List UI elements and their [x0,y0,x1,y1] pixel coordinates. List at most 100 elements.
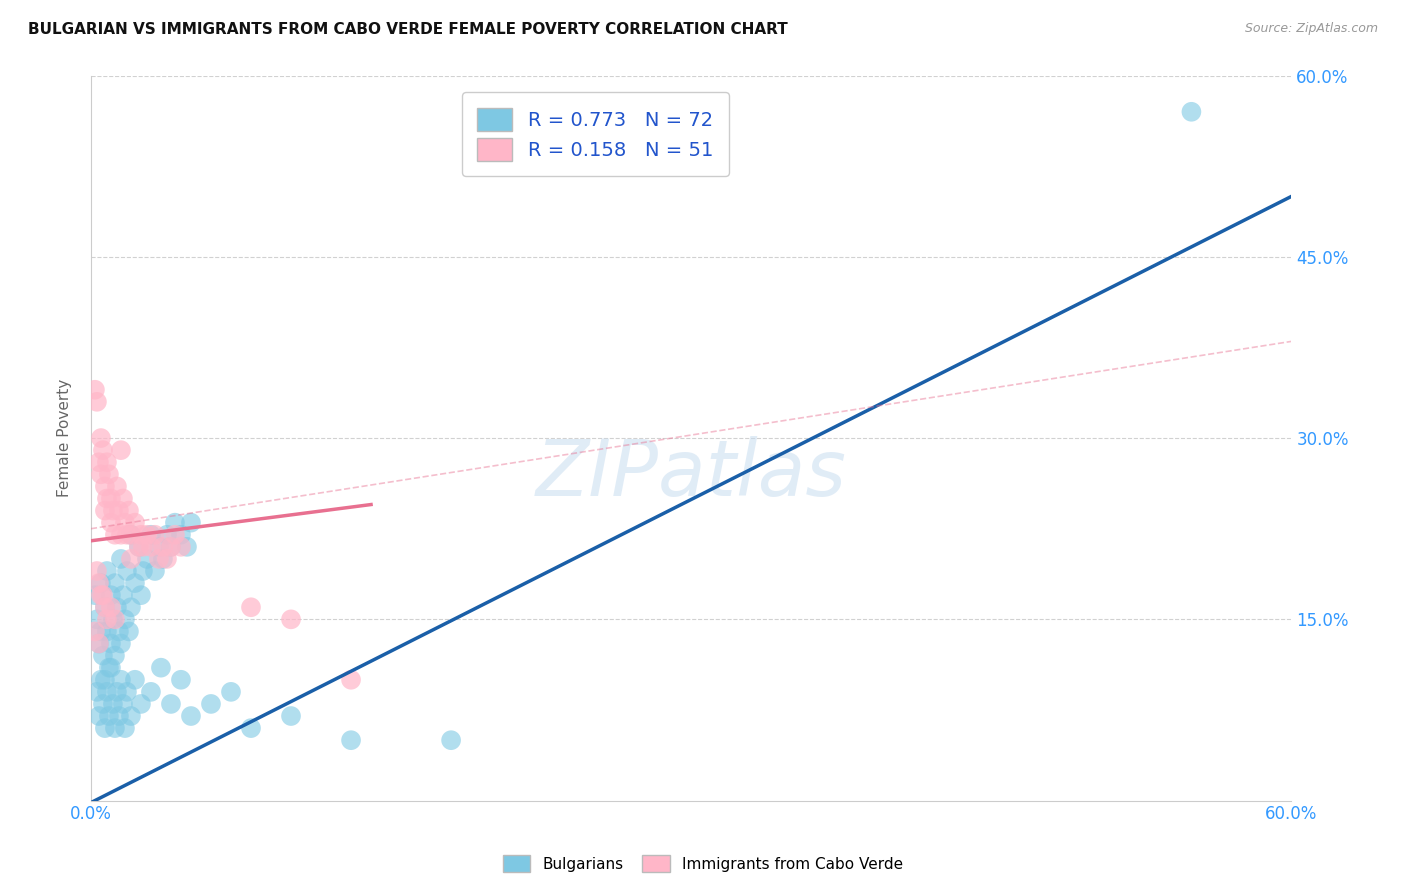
Point [91,588,114,602]
Point [90,588,112,602]
Point [87,636,110,650]
Point [100,588,122,602]
Point [96,685,118,699]
Point [100,636,122,650]
Point [105,600,128,615]
Point [139,540,162,554]
Point [97,661,120,675]
Point [156,552,179,566]
Point [97,467,120,482]
Point [110,527,132,541]
Point [440,733,463,747]
Point [86,612,108,626]
Point [115,685,138,699]
Point [105,685,128,699]
Point [104,612,127,626]
Point [96,612,118,626]
Point [87,709,110,723]
Point [87,636,110,650]
Point [152,540,174,554]
Point [111,588,134,602]
Point [108,624,131,639]
Point [156,527,179,541]
Point [87,455,110,469]
Point [94,673,117,687]
Point [104,576,127,591]
Point [101,503,124,517]
Point [124,516,146,530]
Point [120,709,142,723]
Point [170,540,193,554]
Text: Source: ZipAtlas.com: Source: ZipAtlas.com [1244,22,1378,36]
Point [86,564,108,578]
Point [100,516,122,530]
Point [136,552,159,566]
Point [100,491,122,506]
Point [120,552,142,566]
Point [163,516,186,530]
Point [163,527,186,541]
Point [100,661,122,675]
Point [120,600,142,615]
Point [91,697,114,711]
Point [96,624,118,639]
Text: BULGARIAN VS IMMIGRANTS FROM CABO VERDE FEMALE POVERTY CORRELATION CHART: BULGARIAN VS IMMIGRANTS FROM CABO VERDE … [28,22,787,37]
Point [129,588,152,602]
Point [101,612,124,626]
Point [86,685,108,699]
Point [152,552,174,566]
Point [110,673,132,687]
Point [280,709,302,723]
Point [128,540,150,554]
Point [129,697,152,711]
Point [104,527,127,541]
Point [160,697,183,711]
Point [124,576,146,591]
Point [120,527,142,541]
Point [170,673,193,687]
Point [132,564,155,578]
Point [94,479,117,493]
Point [104,648,127,663]
Point [118,503,141,517]
Point [90,431,112,445]
Point [90,576,112,591]
Point [84,624,107,639]
Point [124,673,146,687]
Point [87,576,110,591]
Point [94,600,117,615]
Point [129,527,152,541]
Point [240,600,263,615]
Point [132,540,155,554]
Point [180,516,202,530]
Point [108,709,131,723]
Point [91,443,114,458]
Point [139,685,162,699]
Point [111,491,134,506]
Point [86,394,108,409]
Point [139,527,162,541]
Point [180,709,202,723]
Point [240,721,263,735]
Legend: R = 0.773   N = 72, R = 0.158   N = 51: R = 0.773 N = 72, R = 0.158 N = 51 [461,93,728,177]
Point [110,443,132,458]
Point [96,455,118,469]
Point [90,467,112,482]
Y-axis label: Female Poverty: Female Poverty [58,379,72,497]
Point [114,721,136,735]
Point [148,540,170,554]
Point [97,709,120,723]
Point [219,685,242,699]
Point [84,383,107,397]
Point [94,721,117,735]
Point [94,503,117,517]
Point [136,527,159,541]
Point [110,636,132,650]
Point [104,721,127,735]
Point [118,624,141,639]
Point [340,733,363,747]
Point [143,527,166,541]
Point [96,491,118,506]
Point [170,527,193,541]
Point [114,612,136,626]
